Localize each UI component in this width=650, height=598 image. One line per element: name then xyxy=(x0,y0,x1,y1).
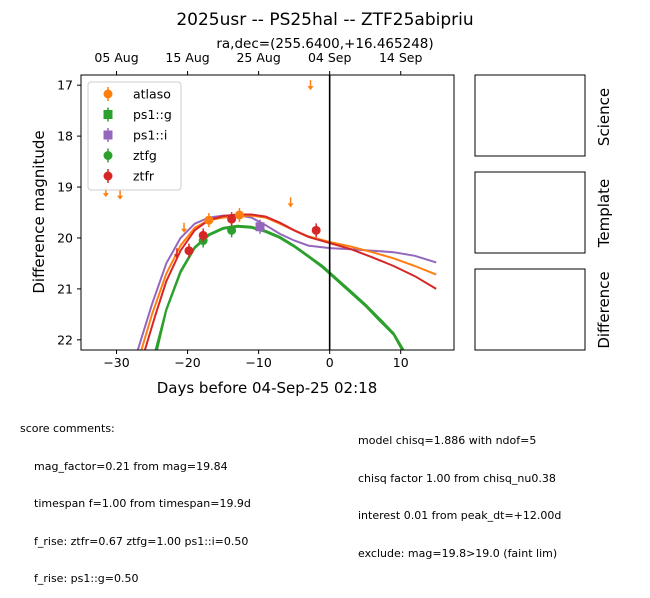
legend-marker xyxy=(103,171,113,181)
upper-limit-arrow xyxy=(307,86,314,91)
upper-limit-arrow xyxy=(117,195,124,200)
upper-limit-arrow xyxy=(181,228,188,233)
upper-limit-arrow xyxy=(102,193,109,198)
legend-label: ps1::g xyxy=(133,107,172,122)
chart-subtitle: ra,dec=(255.6400,+16.465248) xyxy=(216,36,433,52)
y-tick-label: 18 xyxy=(57,129,73,144)
score-comment-line: exclude: mag=19.8>19.0 (faint lim) xyxy=(358,546,558,560)
plot-area: −30 −20 −10 0 10 17 18 19 20 21 22 05 Aug 15 Aug 25… xyxy=(57,50,455,370)
score-comment-line: chisq factor 1.00 from chisq_nu0.38 xyxy=(358,471,556,485)
upper-limit-arrow xyxy=(173,254,180,259)
difference-label: Difference xyxy=(595,271,613,348)
y-tick-label: 19 xyxy=(57,180,73,195)
template-label: Template xyxy=(595,179,613,248)
x-axis-ticks: −30 −20 −10 0 10 xyxy=(103,350,409,370)
x-tick-label: 0 xyxy=(326,355,334,370)
score-comment-line: interest 0.01 from peak_dt=+12.00d xyxy=(358,509,562,522)
data-point xyxy=(255,222,265,232)
legend-label: ps1::i xyxy=(133,128,167,143)
legend-marker xyxy=(103,151,113,160)
data-point xyxy=(227,214,237,224)
model-curve xyxy=(154,224,405,350)
legend-marker xyxy=(103,130,113,140)
top-tick-label: 05 Aug xyxy=(94,50,138,65)
score-comment-line: f_rise: ztfr=0.67 ztfg=1.00 ps1::i=0.50 xyxy=(34,534,249,548)
data-point xyxy=(227,225,237,235)
x-tick-label: −10 xyxy=(245,355,271,370)
y-tick-label: 22 xyxy=(57,332,73,347)
data-point xyxy=(184,246,194,256)
score-comments-right: model chisq=1.886 with ndof=5 chisq fact… xyxy=(358,410,561,573)
upper-limit-arrow xyxy=(287,203,294,208)
score-comment-line: model chisq=1.886 with ndof=5 xyxy=(358,434,537,447)
stamp-panels: Science Template Difference xyxy=(474,74,613,351)
score-comments-left: score comments: mag_factor=0.21 from mag… xyxy=(20,398,251,598)
y-tick-label: 20 xyxy=(57,230,73,245)
y-axis-label: Difference magnitude xyxy=(30,130,48,293)
model-curve xyxy=(140,214,437,350)
model-curve xyxy=(156,225,403,350)
x-tick-label: 10 xyxy=(393,355,409,370)
legend-box xyxy=(87,81,182,191)
plot-frame xyxy=(80,74,455,351)
top-tick-label: 04 Sep xyxy=(308,50,352,65)
difference-stamp xyxy=(474,268,586,351)
model-curve xyxy=(136,213,437,350)
science-stamp xyxy=(474,74,586,157)
data-point xyxy=(204,215,214,225)
template-stamp xyxy=(474,171,586,254)
x-axis-label: Days before 04-Sep-25 02:18 xyxy=(157,379,378,397)
top-tick-label: 25 Aug xyxy=(236,50,280,65)
y-axis-ticks: 17 18 19 20 21 22 xyxy=(57,78,81,347)
model-curve xyxy=(143,213,437,350)
legend-marker xyxy=(103,110,113,119)
data-point xyxy=(234,210,244,220)
model-curves xyxy=(136,213,437,350)
data-point xyxy=(311,225,321,235)
data-marks xyxy=(102,80,321,259)
science-label: Science xyxy=(595,88,613,146)
score-comment-line: f_rise: ps1::g=0.50 xyxy=(34,572,139,585)
top-date-axis: 05 Aug 15 Aug 25 Aug 04 Sep 14 Sep xyxy=(94,50,422,75)
lightcurve-figure: 2025usr -- PS25hal -- ZTF25abipriu ra,de… xyxy=(30,10,613,397)
score-comments-heading: score comments: xyxy=(20,422,115,435)
legend-marker xyxy=(103,89,113,99)
top-tick-label: 14 Sep xyxy=(379,50,423,65)
y-tick-label: 17 xyxy=(57,78,73,93)
x-tick-label: −30 xyxy=(103,355,129,370)
chart-title: 2025usr -- PS25hal -- ZTF25abipriu xyxy=(176,10,473,30)
data-point xyxy=(198,230,208,240)
x-tick-label: −20 xyxy=(174,355,200,370)
legend-label: ztfr xyxy=(133,169,155,184)
legend-label: atlaso xyxy=(133,87,171,102)
legend-label: ztfg xyxy=(133,148,157,163)
score-comment-line: mag_factor=0.21 from mag=19.84 xyxy=(34,459,228,473)
y-tick-label: 21 xyxy=(57,281,73,296)
top-tick-label: 15 Aug xyxy=(165,50,209,65)
